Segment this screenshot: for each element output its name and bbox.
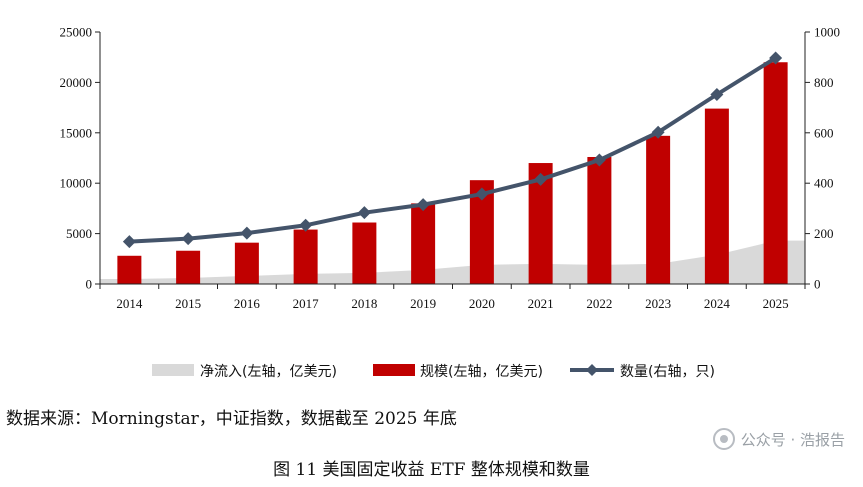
watermark: 公众号 · 浩报告 xyxy=(712,428,845,450)
legend-swatch-count-marker xyxy=(586,364,598,376)
x-tick-label-2017: 2017 xyxy=(293,296,320,311)
x-tick-label-2021: 2021 xyxy=(528,296,554,311)
x-tick-label-2020: 2020 xyxy=(469,296,495,311)
right-tick-label: 600 xyxy=(814,125,834,140)
right-tick-label: 800 xyxy=(814,75,834,90)
point-count-2017 xyxy=(299,218,313,232)
point-count-2022 xyxy=(592,153,606,167)
left-tick-label: 0 xyxy=(86,277,93,292)
left-tick-label: 10000 xyxy=(60,176,93,191)
x-tick-label-2025: 2025 xyxy=(763,296,789,311)
right-tick-label: 200 xyxy=(814,226,834,241)
point-count-2024 xyxy=(710,87,724,101)
legend-swatch-scale xyxy=(373,364,415,376)
x-tick-label-2024: 2024 xyxy=(704,296,731,311)
data-source-note: 数据来源：Morningstar，中证指数，数据截至 2025 年底 xyxy=(6,409,457,429)
x-tick-label-2022: 2022 xyxy=(586,296,612,311)
point-count-2023 xyxy=(651,125,665,139)
bar-scale-2016 xyxy=(234,242,259,284)
bar-scale-2015 xyxy=(176,250,201,284)
legend-label-net-inflow: 净流入(左轴，亿美元) xyxy=(200,364,337,380)
x-tick-label-2018: 2018 xyxy=(351,296,377,311)
area-net-inflow xyxy=(100,240,805,284)
wechat-icon xyxy=(712,428,735,450)
left-tick-label: 25000 xyxy=(60,25,93,40)
left-tick-label: 5000 xyxy=(66,226,92,241)
bar-scale-2018 xyxy=(352,222,377,284)
axis-layer: 0 5000 10000 15000 20000 25000 0 200 400 600 800 10… xyxy=(60,25,841,312)
point-count-2025 xyxy=(769,51,783,65)
bar-scale-2019 xyxy=(411,203,436,284)
bar-scale-2022 xyxy=(587,156,612,284)
legend: 净流入(左轴，亿美元) 规模(左轴，亿美元) 数量(右轴，只) xyxy=(152,364,715,380)
x-tick-label-2023: 2023 xyxy=(645,296,671,311)
point-count-2020 xyxy=(475,187,489,201)
left-tick-label: 15000 xyxy=(60,125,93,140)
legend-label-count: 数量(右轴，只) xyxy=(620,364,715,380)
x-tick-label-2014: 2014 xyxy=(116,296,143,311)
bar-layer xyxy=(117,62,788,284)
left-tick-label: 20000 xyxy=(60,75,93,90)
line-count xyxy=(129,56,777,244)
figure-caption: 图 11 美国固定收益 ETF 整体规模和数量 xyxy=(273,460,590,480)
point-count-2019 xyxy=(416,198,430,212)
point-count-2018 xyxy=(357,206,371,220)
point-count-2016 xyxy=(240,226,254,240)
chart: 0 5000 10000 15000 20000 25000 0 200 400 600 800 10… xyxy=(60,25,841,381)
right-tick-label: 400 xyxy=(814,176,834,191)
x-tick-label-2019: 2019 xyxy=(410,296,436,311)
point-count-2014 xyxy=(122,235,136,249)
bar-scale-2024 xyxy=(704,108,729,284)
legend-label-scale: 规模(左轴，亿美元) xyxy=(420,364,543,380)
x-tick-label-2015: 2015 xyxy=(175,296,201,311)
bar-scale-2025 xyxy=(763,62,788,284)
bar-scale-2017 xyxy=(293,229,318,284)
point-count-2021 xyxy=(534,172,548,186)
x-tick-label-2016: 2016 xyxy=(234,296,261,311)
legend-swatch-net-inflow xyxy=(152,364,194,376)
bar-scale-2023 xyxy=(646,135,671,284)
point-count-2015 xyxy=(181,232,195,246)
area-layer xyxy=(100,240,805,284)
right-tick-label: 1000 xyxy=(814,25,840,40)
right-tick-label: 0 xyxy=(814,277,821,292)
line-layer xyxy=(122,51,783,249)
watermark-label: 公众号 · 浩报告 xyxy=(740,430,845,449)
bar-scale-2014 xyxy=(117,255,142,284)
